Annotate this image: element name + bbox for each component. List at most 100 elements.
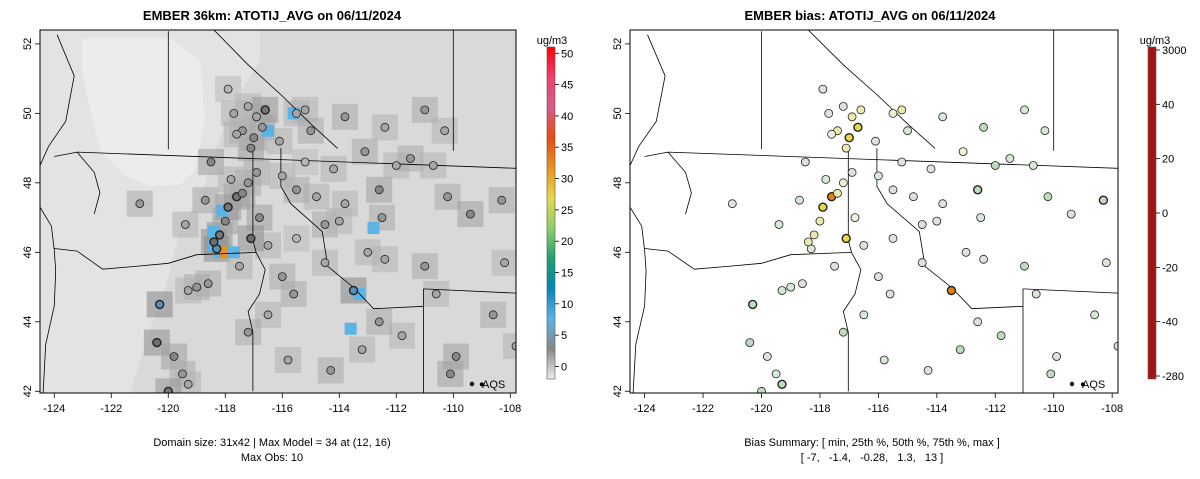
station-marker	[255, 213, 264, 223]
station-marker	[277, 272, 287, 282]
station-marker	[428, 161, 438, 170]
station-marker	[1020, 105, 1029, 115]
station-marker	[312, 192, 321, 202]
colorbar-2-ticks: 3000 40 20 0 -20 -40 -280	[1156, 45, 1186, 383]
station-marker	[990, 161, 1000, 170]
station-marker	[926, 164, 936, 174]
station-marker	[938, 199, 948, 209]
station-marker	[795, 195, 804, 205]
station-marker	[1101, 258, 1111, 268]
or-id-border	[842, 252, 862, 392]
station-marker	[374, 317, 384, 327]
station-marker	[961, 247, 971, 257]
station-marker	[374, 185, 384, 195]
station-marker	[871, 136, 880, 146]
aqs-legend-marker	[1069, 381, 1075, 387]
station-marker	[440, 126, 450, 136]
station-marker	[745, 338, 755, 348]
aqs-site	[479, 382, 484, 387]
colorbar-2-units: ug/m3	[1140, 35, 1171, 47]
station-marker	[274, 136, 284, 146]
x-tick-label: -114	[329, 403, 350, 415]
station-marker	[727, 199, 737, 209]
station-markers	[135, 84, 516, 393]
station-marker	[360, 147, 370, 157]
station-marker	[260, 105, 270, 115]
colorbar-tick-label: -20	[1162, 262, 1178, 274]
station-marker	[183, 379, 193, 389]
station-marker	[363, 247, 373, 257]
station-marker	[888, 109, 898, 118]
station-marker	[431, 289, 441, 299]
station-marker	[497, 195, 507, 205]
station-marker	[1028, 161, 1038, 170]
y-tick-label: 42	[612, 385, 624, 397]
station-marker	[340, 199, 350, 209]
bias-station-markers	[727, 84, 1118, 393]
station-marker	[183, 286, 193, 295]
station-marker	[300, 105, 310, 115]
station-marker	[340, 112, 350, 122]
station-marker	[888, 233, 898, 243]
station-marker	[203, 279, 213, 289]
station-marker	[243, 178, 253, 188]
heatmap-cell-high	[344, 322, 357, 335]
station-marker	[263, 240, 273, 250]
station-marker	[235, 261, 244, 271]
station-marker	[946, 285, 957, 296]
x-tick-label: -112	[386, 403, 407, 415]
heatmap-cell	[503, 333, 516, 360]
station-marker	[249, 133, 259, 143]
heatmap-cell-high	[367, 222, 380, 234]
colorbar-tick-label: 25	[561, 205, 573, 217]
or-id-border	[247, 252, 266, 392]
colorbar-tick-label: 45	[561, 80, 573, 92]
station-marker	[169, 352, 179, 361]
x-tick-label: -110	[1043, 403, 1064, 415]
station-marker	[320, 220, 330, 229]
station-marker	[348, 285, 359, 296]
station-marker	[938, 112, 948, 122]
x-tick-label: -120	[750, 403, 772, 415]
station-marker	[917, 258, 927, 268]
station-marker	[329, 164, 339, 174]
station-marker	[827, 129, 836, 139]
station-marker	[223, 202, 233, 212]
station-marker	[451, 352, 461, 361]
station-marker	[955, 345, 965, 355]
station-marker	[283, 355, 293, 365]
station-marker	[252, 167, 262, 177]
map-borders	[40, 30, 516, 393]
station-marker	[1046, 369, 1056, 379]
colorbar-tick-label: 3000	[1162, 45, 1186, 57]
station-marker	[841, 143, 851, 153]
station-marker	[803, 237, 813, 247]
station-marker	[923, 365, 933, 375]
station-marker	[800, 157, 810, 167]
station-marker	[847, 112, 857, 122]
colorbar-tick-label: 0	[561, 361, 567, 373]
station-marker	[859, 240, 869, 250]
station-marker	[838, 102, 848, 111]
y-tick-label: 44	[612, 316, 624, 328]
panel-bias-footer-1: Bias Summary: [ min, 25th %, 50th %, 75t…	[744, 437, 1000, 449]
id-mt-border	[876, 148, 1024, 310]
station-marker	[830, 261, 839, 271]
station-marker	[243, 327, 253, 337]
plot-frame	[629, 29, 1119, 394]
station-marker	[300, 157, 310, 167]
station-marker	[853, 122, 863, 133]
station-marker	[246, 143, 256, 153]
aqs-legend-marker	[469, 381, 475, 387]
station-marker	[774, 220, 784, 229]
station-marker	[885, 289, 895, 299]
station-marker	[973, 185, 983, 195]
x-tick-label: -124	[43, 403, 65, 415]
station-marker	[917, 220, 927, 229]
station-marker	[821, 174, 831, 184]
station-marker	[897, 157, 907, 167]
y-tick-label: 46	[612, 246, 624, 258]
colorbar-tick-label: 30	[561, 174, 573, 186]
station-marker	[263, 310, 273, 320]
y-tick-label: 50	[612, 107, 624, 119]
